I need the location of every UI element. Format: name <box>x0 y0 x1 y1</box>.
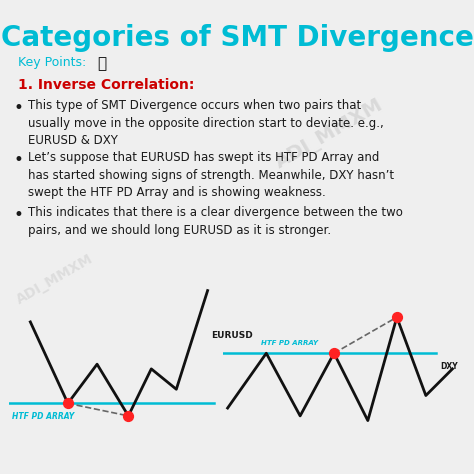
Text: Let’s suppose that EURUSD has swept its HTF PD Array and
has started showing sig: Let’s suppose that EURUSD has swept its … <box>28 151 394 199</box>
Point <box>64 400 72 407</box>
Text: HTF PD ARRAY: HTF PD ARRAY <box>11 412 74 421</box>
Text: EURUSD: EURUSD <box>210 330 253 339</box>
Text: ADI_MMXM: ADI_MMXM <box>273 95 387 173</box>
Point <box>330 349 338 357</box>
Text: •: • <box>14 151 24 169</box>
Text: ADI_MMXM: ADI_MMXM <box>14 251 96 307</box>
Text: 💡: 💡 <box>97 56 106 71</box>
Point <box>125 412 132 419</box>
Point <box>393 313 401 321</box>
Text: •: • <box>14 99 24 117</box>
Text: 1. Inverse Correlation:: 1. Inverse Correlation: <box>18 78 194 92</box>
Text: DXY: DXY <box>440 362 458 371</box>
Text: This type of SMT Divergence occurs when two pairs that
usually move in the oppos: This type of SMT Divergence occurs when … <box>28 99 384 147</box>
Text: Key Points:: Key Points: <box>18 56 86 69</box>
Text: This indicates that there is a clear divergence between the two
pairs, and we sh: This indicates that there is a clear div… <box>28 206 403 237</box>
Text: HTF PD ARRAY: HTF PD ARRAY <box>262 340 319 346</box>
Text: •: • <box>14 206 24 224</box>
Text: Categories of SMT Divergence: Categories of SMT Divergence <box>0 24 474 52</box>
